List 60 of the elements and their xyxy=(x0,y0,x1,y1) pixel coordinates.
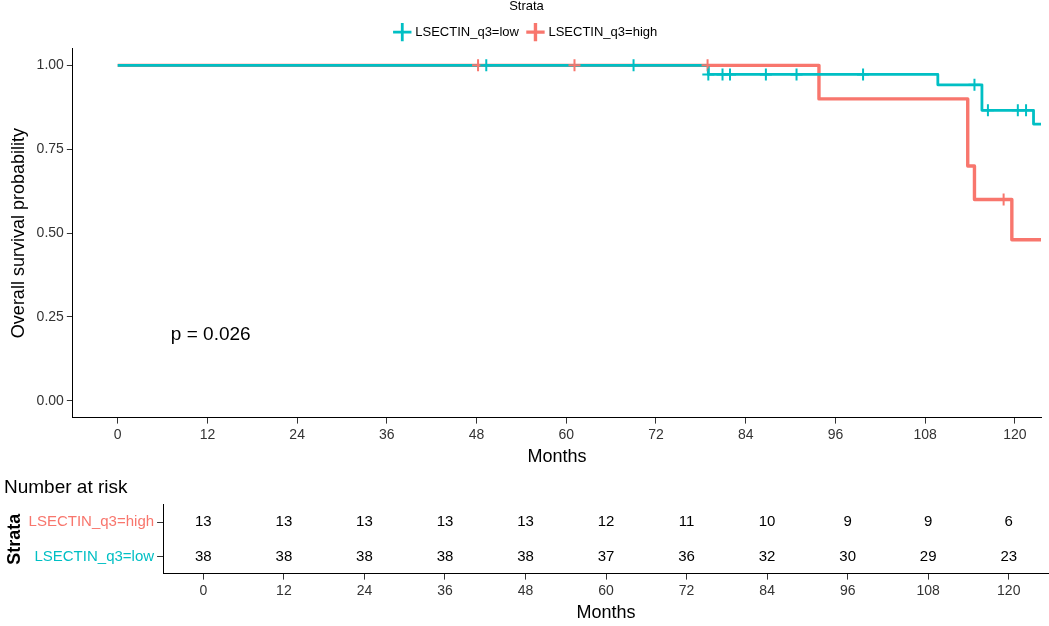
data-label: 13 xyxy=(436,512,454,530)
annotation: p = 0.026 xyxy=(170,322,251,344)
legend-label: LSECTIN_q3=low xyxy=(415,23,520,39)
x-tick-label: 60 xyxy=(558,425,575,442)
data-label: 9 xyxy=(924,512,933,530)
data-label: 36 xyxy=(678,546,695,564)
data-label: 13 xyxy=(356,512,373,530)
x-tick-label: 12 xyxy=(276,581,292,598)
y-tick-label: 0.00 xyxy=(36,391,65,408)
x-tick-label: 48 xyxy=(468,425,485,442)
x-tick-label: 0 xyxy=(199,581,208,598)
x-tick-label: 24 xyxy=(356,581,373,598)
data-label: 10 xyxy=(758,512,776,530)
chart-title: Number at risk xyxy=(4,475,129,497)
legend-title: Strata xyxy=(509,0,545,14)
data-label: 38 xyxy=(195,546,212,564)
x-axis-title: Months xyxy=(527,446,587,467)
x-tick-label: 120 xyxy=(1003,425,1027,442)
x-tick-label: 120 xyxy=(997,581,1021,598)
x-tick-label: 96 xyxy=(839,581,856,598)
data-label: 13 xyxy=(195,512,212,530)
y-tick-label: LSECTIN_q3=low xyxy=(34,546,155,564)
x-axis-title: Months xyxy=(576,602,636,623)
x-tick-label: 72 xyxy=(648,425,664,442)
data-label: 6 xyxy=(1004,512,1013,530)
data-label: 9 xyxy=(843,512,852,530)
data-label: 11 xyxy=(678,512,695,530)
data-label: 23 xyxy=(1000,546,1018,564)
x-tick-label: 96 xyxy=(827,425,844,442)
data-label: 32 xyxy=(758,546,776,564)
x-tick-label: 72 xyxy=(678,581,695,598)
x-tick-label: 60 xyxy=(598,581,615,598)
y-tick-label: 0.50 xyxy=(36,223,65,240)
y-axis-title: Strata xyxy=(3,512,24,565)
x-tick-label: 24 xyxy=(289,425,306,442)
x-tick-label: 0 xyxy=(113,425,122,442)
data-label: 29 xyxy=(919,546,937,564)
x-tick-label: 84 xyxy=(759,581,776,598)
x-tick-label: 108 xyxy=(913,425,938,442)
data-label: 37 xyxy=(597,546,615,564)
x-tick-label: 36 xyxy=(379,425,395,442)
y-tick-label: LSECTIN_q3=high xyxy=(28,512,155,530)
data-label: 12 xyxy=(597,512,615,530)
x-tick-label: 12 xyxy=(199,425,216,442)
x-tick-label: 84 xyxy=(737,425,754,442)
legend-label: LSECTIN_q3=high xyxy=(548,23,658,39)
x-tick-label: 108 xyxy=(916,581,941,598)
data-label: 38 xyxy=(517,546,534,564)
data-label: 13 xyxy=(275,512,293,530)
y-tick-label: 0.75 xyxy=(36,140,65,157)
data-label: 38 xyxy=(356,546,373,564)
data-label: 38 xyxy=(275,546,293,564)
data-label: 30 xyxy=(839,546,856,564)
x-tick-label: 48 xyxy=(517,581,534,598)
y-axis-title: Overall survival probability xyxy=(7,128,28,339)
data-label: 13 xyxy=(517,512,534,530)
data-label: 38 xyxy=(436,546,454,564)
y-tick-label: 0.25 xyxy=(36,307,65,324)
x-tick-label: 36 xyxy=(437,581,453,598)
y-tick-label: 1.00 xyxy=(36,56,65,73)
